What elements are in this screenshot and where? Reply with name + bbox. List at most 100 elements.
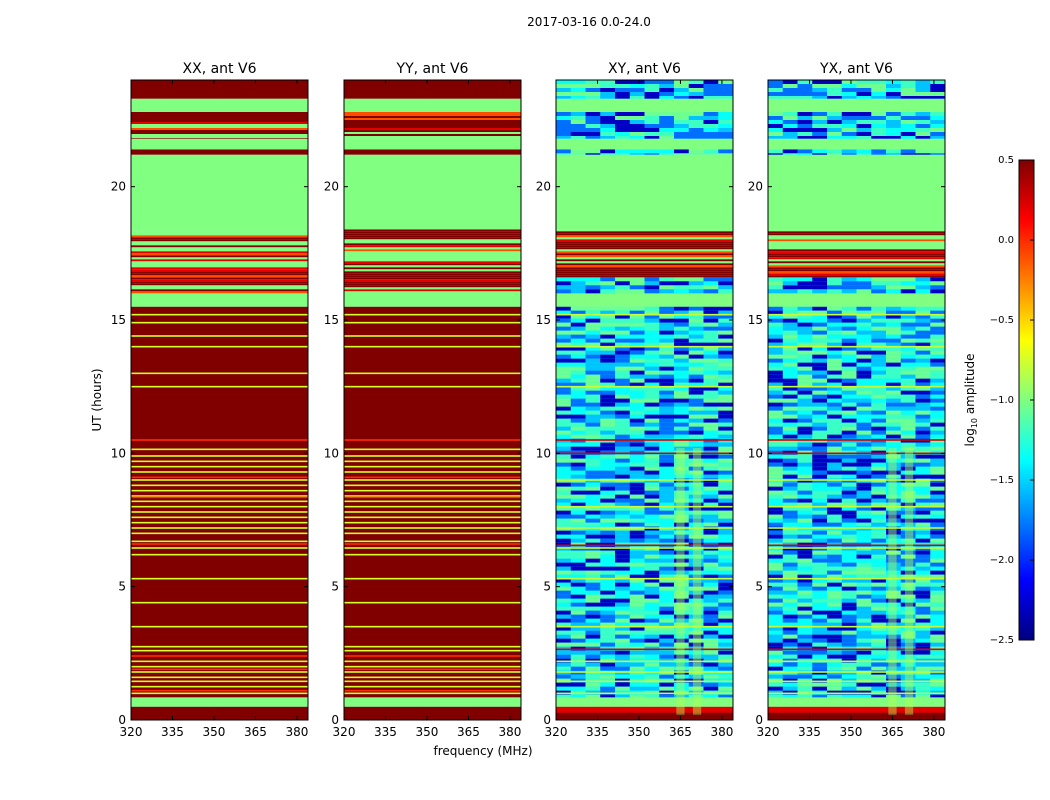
noise-cell (688, 132, 704, 136)
noise-cell (674, 406, 690, 411)
noise-cell (718, 570, 734, 575)
noise-cell (570, 326, 586, 331)
noise-cell (556, 634, 572, 639)
noise-cell (718, 422, 734, 427)
noise-cell (930, 594, 946, 599)
noise-cell (930, 462, 946, 467)
noise-cell (915, 574, 931, 579)
noise-cell (688, 466, 704, 471)
noise-cell (841, 642, 857, 647)
noise-cell (718, 626, 734, 631)
noise-cell (915, 112, 931, 116)
noise-cell (900, 574, 916, 579)
noise-cell (556, 682, 572, 687)
noise-cell (827, 330, 843, 335)
noise-cell (782, 318, 798, 323)
noise-cell (871, 510, 887, 515)
noise-cell (644, 136, 660, 139)
noise-cell (703, 498, 719, 503)
noise-cell (674, 289, 690, 294)
noise-cell (703, 594, 719, 599)
noise-cell (718, 378, 734, 383)
noise-cell (797, 136, 813, 139)
noise-cell (659, 378, 675, 383)
noise-cell (930, 132, 946, 136)
noise-cell (703, 136, 719, 139)
noise-cell (600, 342, 616, 347)
noise-cell (585, 289, 601, 294)
noise-cell (841, 686, 857, 691)
noise-cell (674, 342, 690, 347)
noise-cell (600, 622, 616, 627)
noise-cell (674, 386, 690, 391)
noise-cell (930, 654, 946, 659)
time-line (131, 130, 308, 132)
noise-cell (570, 482, 586, 487)
noise-cell (930, 634, 946, 639)
noise-cell (585, 350, 601, 355)
noise-cell (585, 634, 601, 639)
noise-cell (768, 610, 784, 615)
noise-cell (659, 350, 675, 355)
noise-cell (703, 642, 719, 647)
rfi-line (556, 625, 733, 628)
noise-cell (768, 285, 784, 290)
noise-cell (841, 490, 857, 495)
time-line (131, 281, 308, 284)
rfi-line (344, 577, 521, 580)
noise-cell (688, 112, 704, 116)
noise-cell (856, 398, 872, 403)
noise-cell (688, 482, 704, 487)
noise-cell (718, 96, 734, 99)
noise-cell (629, 136, 645, 139)
noise-cell (900, 682, 916, 687)
noise-cell (900, 124, 916, 128)
noise-cell (768, 594, 784, 599)
noise-cell (674, 474, 690, 479)
colorbar: 0.50.0−0.5−1.0−1.5−2.0−2.5 log10 amplitu… (963, 155, 1035, 646)
rfi-line (344, 527, 521, 529)
rfi-line (344, 321, 521, 324)
noise-cell (600, 582, 616, 587)
noise-cell (644, 498, 660, 503)
noise-cell (644, 446, 660, 451)
noise-cell (871, 562, 887, 567)
noise-cell (871, 120, 887, 124)
noise-cell (915, 362, 931, 367)
noise-cell (915, 454, 931, 459)
noise-cell (615, 662, 631, 667)
time-line (344, 229, 521, 232)
noise-cell (915, 558, 931, 563)
noise-cell (600, 590, 616, 595)
noise-cell (600, 570, 616, 575)
noise-cell (556, 618, 572, 623)
time-line (344, 122, 521, 124)
noise-cell (930, 289, 946, 294)
noise-cell (930, 470, 946, 475)
time-line (344, 112, 521, 114)
noise-cell (915, 346, 931, 351)
noise-cell (915, 430, 931, 435)
noise-cell (615, 149, 631, 154)
noise-cell (688, 92, 704, 96)
noise-cell (600, 394, 616, 399)
noise-cell (841, 386, 857, 391)
rfi-line (556, 479, 733, 481)
noise-cell (812, 442, 828, 447)
noise-cell (556, 398, 572, 403)
noise-cell (782, 124, 798, 128)
noise-cell (782, 382, 798, 387)
noise-cell (644, 614, 660, 619)
noise-cell (768, 289, 784, 294)
noise-cell (615, 570, 631, 575)
noise-cell (841, 602, 857, 607)
noise-cell (585, 153, 601, 155)
x-tick-label: 380 (922, 725, 945, 739)
noise-cell (930, 534, 946, 539)
noise-cell (812, 92, 828, 96)
noise-cell (674, 92, 690, 96)
noise-cell (600, 490, 616, 495)
rfi-line (344, 645, 521, 648)
noise-cell (827, 578, 843, 583)
noise-cell (768, 394, 784, 399)
